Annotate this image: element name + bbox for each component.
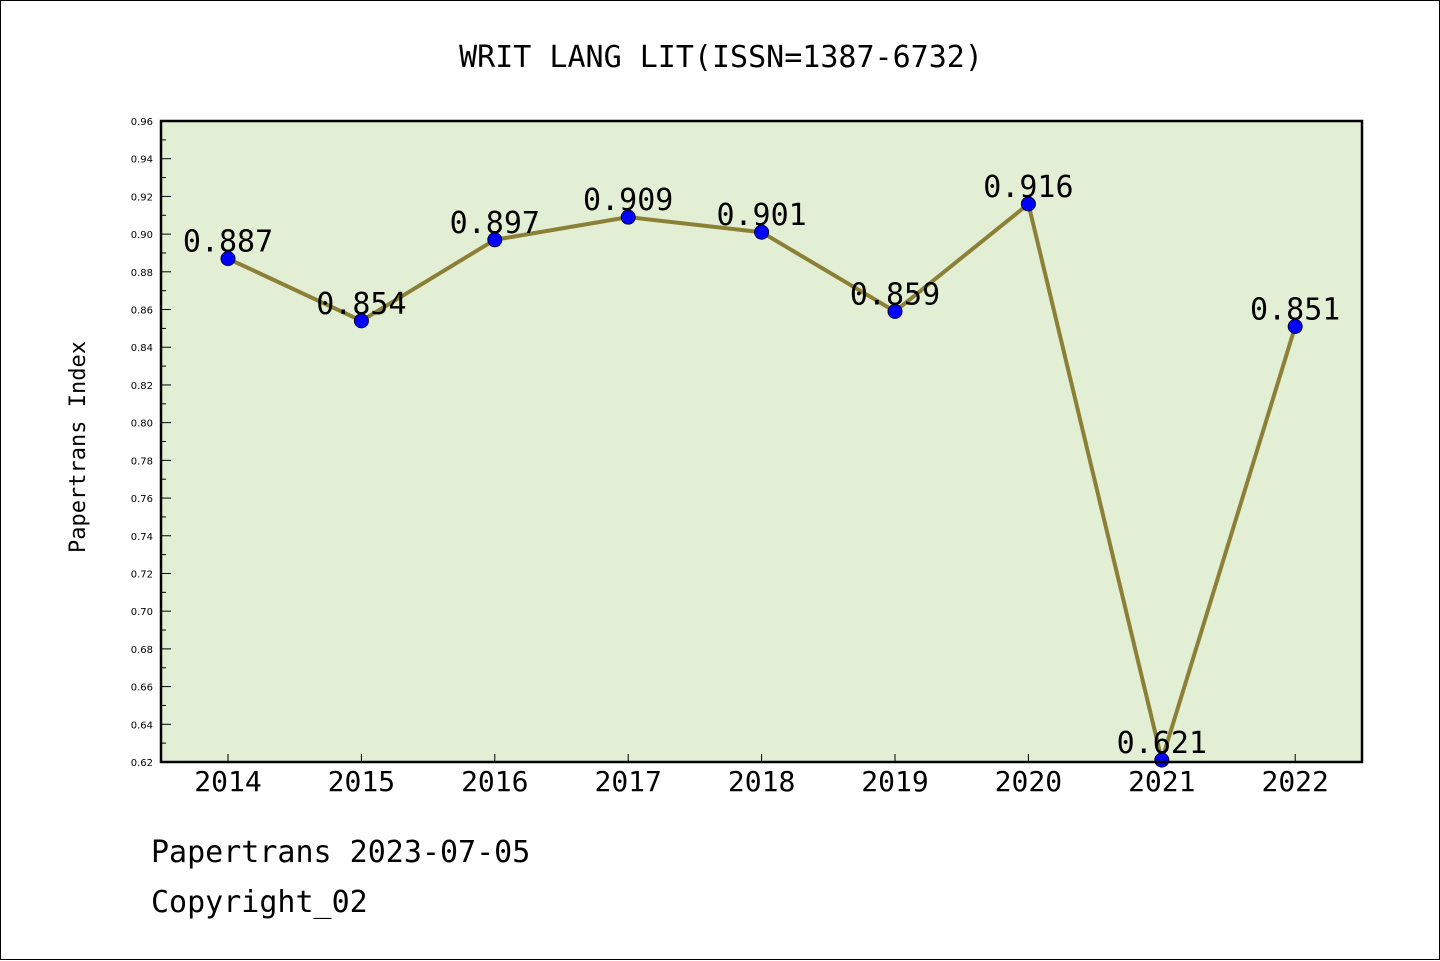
y-tick-label: 0.62 (131, 758, 153, 769)
data-point (1287, 318, 1303, 334)
data-label: 0.897 (450, 206, 540, 241)
chart-title: WRIT LANG LIT(ISSN=1387-6732) (459, 40, 983, 75)
data-point (887, 303, 903, 319)
data-label: 0.854 (316, 287, 406, 322)
data-point (487, 232, 503, 248)
y-tick-label: 0.76 (131, 494, 153, 505)
data-label: 0.851 (1250, 292, 1340, 327)
y-tick-label: 0.80 (131, 419, 153, 430)
footer-date: Papertrans 2023-07-05 (151, 835, 531, 870)
y-tick-label: 0.66 (131, 683, 153, 694)
data-label: 0.901 (716, 198, 806, 233)
x-tick-label: 2020 (995, 765, 1062, 798)
data-point (754, 224, 770, 240)
axis-ticks: 0.62 0.64 0.66 0.68 0.70 0.72 0.74 0.76 0.78 0.80… (131, 117, 1329, 798)
y-tick-label: 0.70 (131, 607, 153, 618)
x-tick-label: 2015 (328, 765, 395, 798)
y-tick-label: 0.68 (131, 645, 153, 656)
y-tick-label: 0.96 (131, 117, 153, 128)
x-tick-label: 2019 (861, 765, 928, 798)
data-point (1020, 196, 1036, 212)
y-tick-label: 0.86 (131, 306, 153, 317)
y-tick-label: 0.94 (131, 155, 153, 166)
data-point (620, 209, 636, 225)
data-label: 0.859 (850, 277, 940, 312)
data-labels: 0.887 0.854 0.897 0.909 0.901 0.859 0.916 0.621… (183, 170, 1341, 761)
x-tick-label: 2021 (1128, 765, 1195, 798)
y-axis-label: Papertrans Index (66, 341, 91, 553)
x-tick-label: 2014 (194, 765, 261, 798)
y-tick-label: 0.90 (131, 230, 153, 241)
data-point (353, 313, 369, 329)
y-tick-label: 0.82 (131, 381, 153, 392)
y-tick-label: 0.92 (131, 192, 153, 203)
data-point (1154, 752, 1170, 768)
x-tick-label: 2016 (461, 765, 528, 798)
y-tick-label: 0.74 (131, 532, 153, 543)
y-tick-label: 0.78 (131, 456, 153, 467)
footer-copyright: Copyright_02 (151, 885, 368, 920)
y-tick-label: 0.84 (131, 343, 153, 354)
data-point (220, 251, 236, 267)
data-label: 0.916 (983, 170, 1073, 205)
data-label: 0.621 (1117, 726, 1207, 761)
x-tick-label: 2018 (728, 765, 795, 798)
x-tick-label: 2017 (594, 765, 661, 798)
data-label: 0.887 (183, 225, 273, 260)
y-tick-label: 0.64 (131, 720, 153, 731)
data-points (220, 196, 1303, 768)
y-tick-label: 0.72 (131, 569, 153, 580)
data-label: 0.909 (583, 183, 673, 218)
y-tick-label: 0.88 (131, 268, 153, 279)
x-tick-label: 2022 (1261, 765, 1328, 798)
plot-border (159, 119, 1364, 764)
